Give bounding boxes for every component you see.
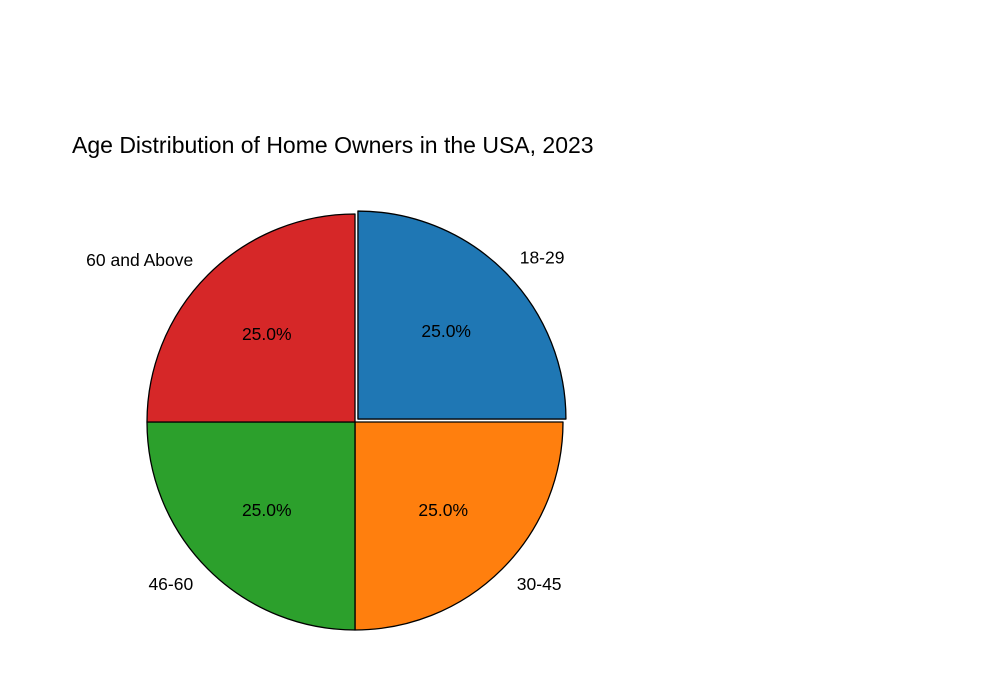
pie-slice-46-60 — [146, 421, 356, 631]
pie-labels: 18-29 25.0% 30-45 25.0% 46-60 25.0% 60 and Abo… — [86, 247, 564, 594]
slice-label: 30-45 — [517, 574, 562, 594]
pie-slice-60-and-above — [146, 213, 356, 423]
chart-title: Age Distribution of Home Owners in the U… — [72, 132, 594, 158]
pie-slice-18-29 — [357, 210, 567, 420]
pie-slices — [146, 210, 567, 631]
slice-label: 18-29 — [520, 247, 565, 267]
slice-percent-label: 25.0% — [418, 500, 468, 520]
slice-percent-label: 25.0% — [242, 324, 292, 344]
slice-percent-label: 25.0% — [421, 321, 471, 341]
pie-slice-30-45 — [354, 421, 564, 631]
slice-percent-label: 25.0% — [242, 500, 292, 520]
slice-label: 46-60 — [148, 574, 193, 594]
slice-label: 60 and Above — [86, 250, 193, 270]
